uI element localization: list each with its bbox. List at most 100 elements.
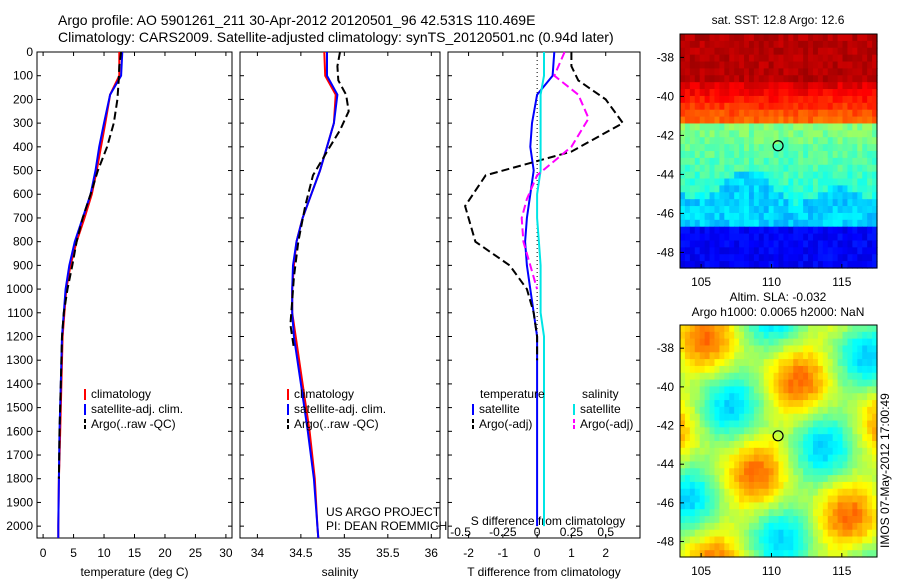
g-sst-cell xyxy=(709,247,716,255)
g-sla-cell xyxy=(729,434,735,442)
g-sst-cell xyxy=(763,199,770,207)
g-sla-cell xyxy=(852,488,858,497)
g-sla-cell xyxy=(788,379,794,388)
g-sst-cell xyxy=(842,95,849,104)
g-sla-cell xyxy=(847,393,853,401)
g-sst-cell xyxy=(694,47,701,56)
g-sst-cell xyxy=(753,116,760,125)
g-sst-cell xyxy=(744,206,750,214)
g-sst-cell xyxy=(739,116,745,125)
g-sst-cell xyxy=(798,254,804,262)
g-sst-cell xyxy=(808,192,814,200)
g-sla-cell xyxy=(778,427,785,435)
g-sst-cell xyxy=(739,102,745,111)
g-sla-cell xyxy=(753,420,760,428)
g-sst-cell xyxy=(748,199,755,207)
g-sst-cell xyxy=(808,171,814,180)
g-sla-cell xyxy=(680,481,686,490)
g-sst-cell xyxy=(842,178,849,187)
g-sla-cell xyxy=(788,325,794,333)
g-sst-cell xyxy=(763,171,770,180)
g-sla-cell xyxy=(768,386,775,394)
g-sst-cell xyxy=(798,185,804,193)
g-sla-cell xyxy=(872,522,878,531)
g-sla-cell xyxy=(714,379,720,388)
g-sst-cell xyxy=(684,233,691,242)
g-sla-cell xyxy=(758,325,765,333)
g-sst-cell xyxy=(704,68,711,76)
g-sst-cell xyxy=(793,34,799,42)
g-sla-cell xyxy=(744,413,750,422)
g-sst-cell xyxy=(694,254,701,262)
g-sst-cell xyxy=(812,89,819,97)
g-sla-cell xyxy=(812,488,819,497)
g-sst-cell xyxy=(862,178,868,187)
g-sla-cell xyxy=(847,420,853,428)
g-sst-cell xyxy=(684,40,691,49)
g-sst-cell xyxy=(852,54,858,63)
g-sst-cell xyxy=(758,151,765,159)
g-sst-cell xyxy=(729,206,735,214)
g-sst-cell xyxy=(773,54,780,63)
g-sla-cell xyxy=(699,386,706,394)
g-sst-cell xyxy=(847,123,853,131)
g-sla-cell xyxy=(832,413,839,422)
g-sla-cell xyxy=(709,475,716,483)
g-sla-cell xyxy=(872,365,878,374)
g-sst-cell xyxy=(758,199,765,207)
g-sla-cell xyxy=(852,359,858,367)
g-sst-cell xyxy=(773,219,780,228)
g-sla-cell xyxy=(827,550,834,558)
g-sst-cell xyxy=(872,68,878,76)
g-sst-cell xyxy=(744,212,750,221)
g-sla-cell xyxy=(729,427,735,435)
g-sla-cell xyxy=(862,447,868,456)
g-sst-cell xyxy=(837,82,844,90)
g-sla-cell xyxy=(744,379,750,388)
g-sst-cell xyxy=(719,61,725,70)
g-sla-cell xyxy=(773,406,780,415)
g-sla-cell xyxy=(827,325,834,333)
g-sst-cell xyxy=(812,240,819,248)
g-sla-cell xyxy=(699,359,706,367)
g-sla-cell xyxy=(788,488,794,497)
g-sla-cell xyxy=(680,325,686,333)
g-sla-cell xyxy=(808,331,814,340)
g-sla-cell xyxy=(788,447,794,456)
g-sla-cell xyxy=(872,427,878,435)
g-sla-cell xyxy=(778,522,785,531)
g-sst-cell xyxy=(862,102,868,111)
g-sla-cell xyxy=(812,427,819,435)
g-sla-cell xyxy=(837,495,844,504)
g-sst-cell xyxy=(808,247,814,255)
g-sla-cell xyxy=(709,345,716,353)
g-sst-cell xyxy=(763,212,770,221)
g-sst-cell xyxy=(684,34,691,42)
g-sla-cell xyxy=(852,502,858,510)
g-sst-cell xyxy=(783,206,789,214)
g-sst-cell xyxy=(753,178,760,187)
g-sla-cell xyxy=(739,406,745,415)
g-sst-cell xyxy=(788,233,794,242)
g-sla-cell xyxy=(803,345,809,353)
g-sla-cell xyxy=(862,516,868,524)
g-sst-cell xyxy=(724,212,730,221)
depth-tick-label: 500 xyxy=(13,164,33,178)
g-sst-cell xyxy=(680,226,686,235)
g-sla-cell xyxy=(822,468,829,476)
g-sla-cell xyxy=(837,461,844,469)
g-sst-cell xyxy=(852,226,858,235)
g-sst-cell xyxy=(847,240,853,248)
g-sst-cell xyxy=(857,247,863,255)
g-sla-cell xyxy=(837,488,844,497)
g-sst-cell xyxy=(783,102,789,111)
g-sst-cell xyxy=(768,116,775,125)
g-sst-cell xyxy=(734,261,740,269)
g-sst-cell xyxy=(724,116,730,125)
g-sst-cell xyxy=(689,254,696,262)
g-sst-cell xyxy=(812,233,819,242)
g-sla-cell xyxy=(827,447,834,456)
g-sst-cell xyxy=(867,212,873,221)
g-sst-cell xyxy=(768,34,775,42)
temperature-legend-label: Argo(..raw -QC) xyxy=(91,417,176,431)
